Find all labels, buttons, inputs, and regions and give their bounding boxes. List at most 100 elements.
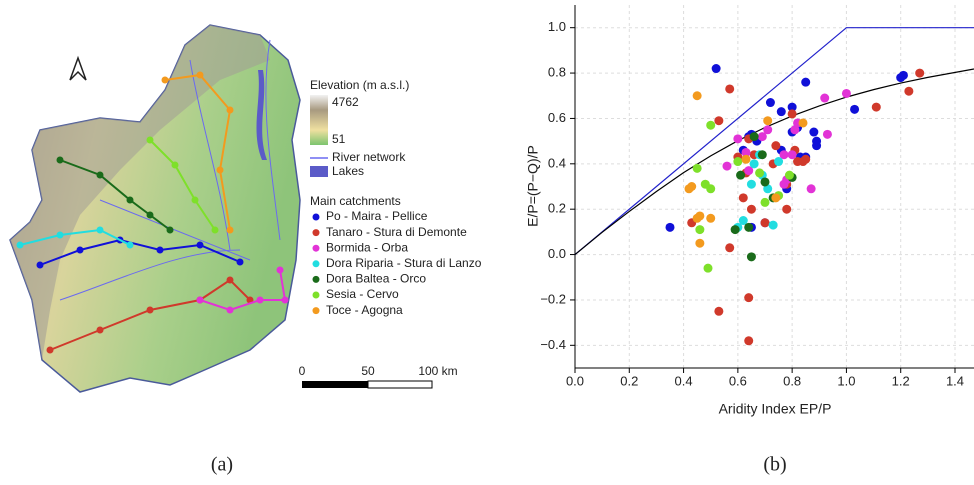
data-point bbox=[742, 155, 751, 164]
data-point bbox=[801, 155, 810, 164]
data-point bbox=[723, 162, 732, 171]
gauge-station bbox=[147, 212, 154, 219]
x-axis-title: Aridity Index EP/P bbox=[719, 401, 832, 417]
gauge-station bbox=[57, 232, 64, 239]
data-point bbox=[904, 87, 913, 96]
data-point bbox=[750, 132, 759, 141]
gauge-station bbox=[147, 137, 154, 144]
data-point bbox=[712, 64, 721, 73]
gauge-station bbox=[167, 227, 174, 234]
data-point bbox=[823, 130, 832, 139]
north-arrow bbox=[70, 58, 86, 80]
river-label: River network bbox=[332, 150, 406, 164]
gauge-station bbox=[282, 297, 289, 304]
x-tick-label: 1.0 bbox=[837, 373, 855, 388]
scale-bar: 0 50 100 km bbox=[299, 364, 458, 388]
gauge-station bbox=[277, 267, 284, 274]
data-point bbox=[774, 157, 783, 166]
gauge-station bbox=[97, 172, 104, 179]
caption-b: (b) bbox=[763, 454, 786, 476]
scale-white bbox=[368, 381, 432, 388]
gauge-station bbox=[227, 227, 234, 234]
legend-label: Po - Maira - Pellice bbox=[326, 209, 428, 223]
data-point bbox=[809, 128, 818, 137]
legend-marker bbox=[313, 260, 320, 267]
data-point bbox=[820, 94, 829, 103]
data-point bbox=[769, 221, 778, 230]
elevation-min: 51 bbox=[332, 132, 346, 146]
data-point bbox=[758, 150, 767, 159]
gauge-station bbox=[227, 277, 234, 284]
data-point bbox=[812, 141, 821, 150]
legend-marker bbox=[313, 292, 320, 299]
x-tick-label: 0.2 bbox=[620, 373, 638, 388]
data-point bbox=[706, 184, 715, 193]
legend-marker bbox=[313, 214, 320, 221]
data-point bbox=[807, 184, 816, 193]
data-point bbox=[747, 205, 756, 214]
y-axis-title: E/P=(P−Q)/P bbox=[525, 145, 541, 227]
gauge-station bbox=[217, 167, 224, 174]
gauge-station bbox=[172, 162, 179, 169]
data-point bbox=[872, 103, 881, 112]
data-point bbox=[761, 177, 770, 186]
scale-black bbox=[302, 381, 368, 388]
data-point bbox=[761, 218, 770, 227]
data-point bbox=[788, 150, 797, 159]
gauge-station bbox=[197, 242, 204, 249]
data-point bbox=[714, 307, 723, 316]
data-point bbox=[706, 121, 715, 130]
data-point bbox=[850, 105, 859, 114]
legend-marker bbox=[313, 307, 320, 314]
gauge-station bbox=[192, 197, 199, 204]
y-tick-label: 0.4 bbox=[548, 155, 566, 170]
data-point bbox=[739, 193, 748, 202]
gauge-station bbox=[127, 197, 134, 204]
data-point bbox=[915, 69, 924, 78]
legend-label: Dora Baltea - Orco bbox=[326, 272, 426, 286]
y-tick-label: 0.0 bbox=[548, 246, 566, 261]
legend-label: Tanaro - Stura di Demonte bbox=[326, 225, 467, 239]
data-point bbox=[780, 180, 789, 189]
data-point bbox=[771, 193, 780, 202]
gauge-station bbox=[17, 242, 24, 249]
data-point bbox=[747, 180, 756, 189]
elevation-max: 4762 bbox=[332, 95, 359, 109]
data-point bbox=[731, 225, 740, 234]
gauge-station bbox=[227, 107, 234, 114]
scale-label: 50 bbox=[361, 364, 375, 378]
data-point bbox=[899, 71, 908, 80]
y-tick-label: −0.4 bbox=[540, 337, 566, 352]
data-point bbox=[733, 134, 742, 143]
gauge-station bbox=[237, 259, 244, 266]
data-point bbox=[693, 164, 702, 173]
data-point bbox=[755, 168, 764, 177]
data-point bbox=[763, 116, 772, 125]
data-point bbox=[744, 293, 753, 302]
gauge-station bbox=[227, 307, 234, 314]
data-point bbox=[695, 225, 704, 234]
data-point bbox=[801, 78, 810, 87]
data-point bbox=[736, 171, 745, 180]
data-point bbox=[666, 223, 675, 232]
x-tick-label: 0.8 bbox=[783, 373, 801, 388]
gauge-station bbox=[197, 297, 204, 304]
legend-marker bbox=[313, 229, 320, 236]
gauge-station bbox=[77, 247, 84, 254]
x-tick-label: 0.4 bbox=[675, 373, 693, 388]
data-point bbox=[750, 159, 759, 168]
data-point bbox=[725, 84, 734, 93]
y-tick-label: 0.8 bbox=[548, 65, 566, 80]
gauge-station bbox=[47, 347, 54, 354]
lakes-label: Lakes bbox=[332, 164, 364, 178]
data-point bbox=[706, 214, 715, 223]
gauge-station bbox=[127, 242, 134, 249]
x-tick-label: 1.4 bbox=[946, 373, 964, 388]
elevation-colorbar bbox=[310, 95, 328, 145]
y-tick-label: −0.2 bbox=[540, 291, 566, 306]
gauge-station bbox=[197, 72, 204, 79]
scale-label: 0 bbox=[299, 364, 306, 378]
gauge-station bbox=[37, 262, 44, 269]
data-point bbox=[842, 89, 851, 98]
caption-a: (a) bbox=[211, 454, 233, 476]
